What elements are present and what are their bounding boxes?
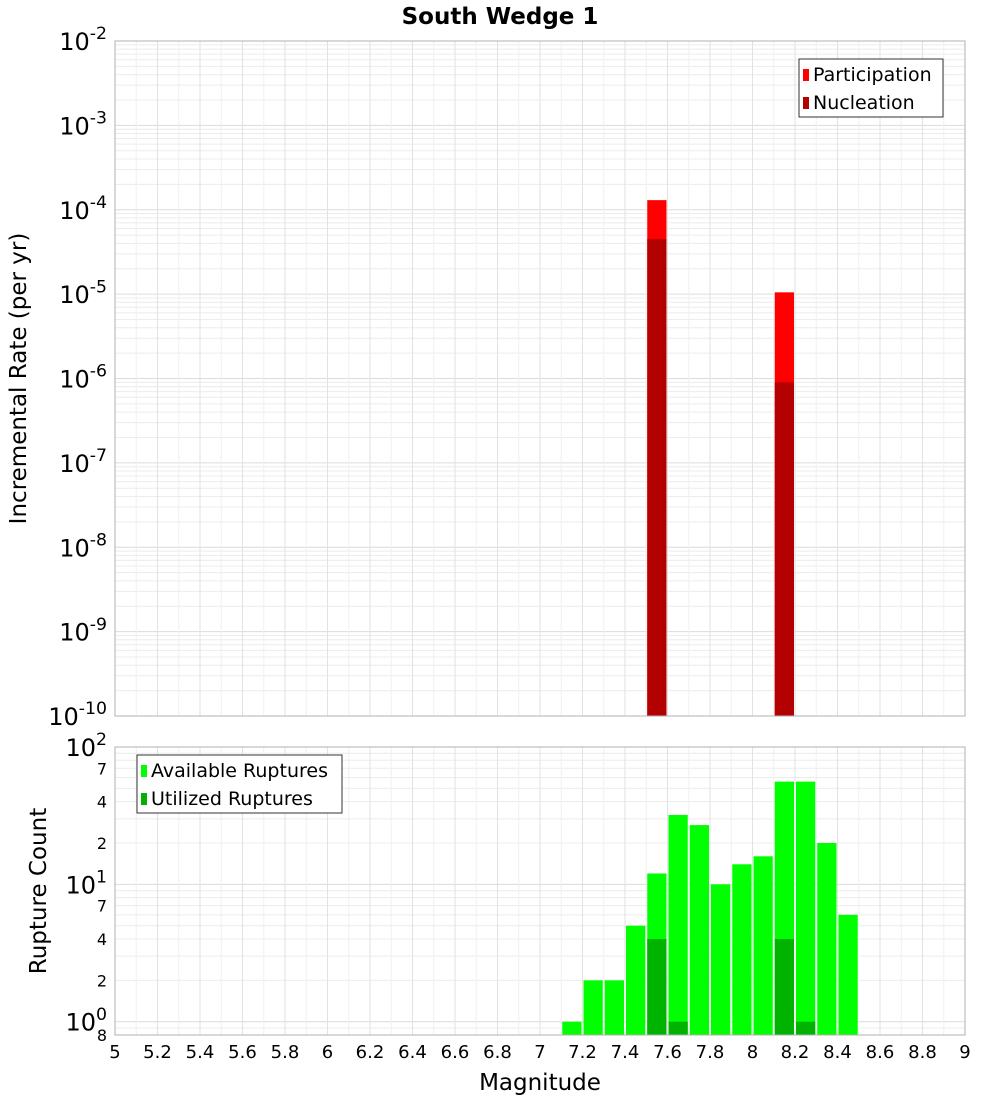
bar bbox=[796, 781, 816, 1035]
bar bbox=[838, 914, 858, 1035]
y-tick-label: 10-7 bbox=[59, 446, 107, 478]
bar bbox=[562, 1021, 582, 1035]
y-tick-label: 4 bbox=[97, 793, 107, 812]
x-tick-label: 6.2 bbox=[356, 1042, 385, 1063]
y-tick-label: 7 bbox=[97, 897, 107, 916]
y-tick-label: 10-8 bbox=[59, 530, 107, 562]
y-tick-label: 7 bbox=[97, 759, 107, 778]
bar bbox=[647, 939, 667, 1035]
x-tick-label: 5.4 bbox=[186, 1042, 215, 1063]
legend: Available Ruptures Utilized Ruptures bbox=[136, 754, 343, 814]
y-tick-label: 100 bbox=[65, 1005, 107, 1037]
bar bbox=[626, 925, 646, 1035]
x-tick-label: 7.4 bbox=[611, 1042, 640, 1063]
y-tick-label: 10-3 bbox=[59, 109, 107, 141]
x-tick-label: 7.6 bbox=[653, 1042, 682, 1063]
legend-entry: Participation bbox=[813, 64, 932, 86]
y-tick-label: 4 bbox=[97, 930, 107, 949]
x-axis-label: Magnitude bbox=[479, 1070, 601, 1096]
x-tick-label: 5 bbox=[109, 1042, 120, 1063]
legend-swatch bbox=[803, 69, 809, 81]
y-axis-label: Incremental Rate (per yr) bbox=[6, 233, 32, 525]
x-tick-label: 7.8 bbox=[696, 1042, 725, 1063]
plot-frame bbox=[114, 746, 966, 1036]
y-tick-label: 101 bbox=[65, 868, 107, 900]
chart-title: South Wedge 1 bbox=[402, 4, 599, 30]
bar bbox=[774, 939, 794, 1035]
legend-entry: Nucleation bbox=[813, 92, 915, 114]
plot-area-2 bbox=[114, 746, 966, 1036]
bar bbox=[583, 980, 603, 1035]
x-tick-label: 6.4 bbox=[398, 1042, 427, 1063]
bar bbox=[604, 980, 624, 1035]
bar bbox=[647, 239, 667, 716]
plot-area-1 bbox=[114, 40, 966, 717]
x-tick-label: 5.2 bbox=[143, 1042, 172, 1063]
y-tick-label: 10-10 bbox=[48, 699, 107, 731]
x-tick-label: 8.6 bbox=[866, 1042, 895, 1063]
legend-swatch bbox=[141, 765, 147, 777]
plot-frame bbox=[114, 40, 966, 717]
y-tick-label: 102 bbox=[65, 730, 107, 762]
bar bbox=[732, 864, 752, 1035]
bar bbox=[668, 814, 688, 1035]
x-tick-label: 9 bbox=[959, 1042, 970, 1063]
y-tick-label: 2 bbox=[97, 834, 107, 853]
legend-entry: Utilized Ruptures bbox=[151, 788, 313, 810]
bar bbox=[689, 825, 709, 1035]
x-tick-label: 6 bbox=[322, 1042, 333, 1063]
y-tick-label: 10-4 bbox=[59, 193, 107, 225]
bar bbox=[711, 884, 731, 1035]
x-tick-label: 7.2 bbox=[568, 1042, 597, 1063]
y-tick-label: 8 bbox=[97, 1026, 107, 1045]
x-tick-label: 8.4 bbox=[823, 1042, 852, 1063]
x-tick-label: 8 bbox=[747, 1042, 758, 1063]
legend-swatch bbox=[803, 97, 809, 109]
bar bbox=[817, 843, 837, 1035]
y-axis-label: Rupture Count bbox=[26, 808, 52, 974]
y-tick-label: 10-6 bbox=[59, 362, 107, 394]
x-tick-label: 6.6 bbox=[441, 1042, 470, 1063]
y-tick-label: 10-5 bbox=[59, 277, 107, 309]
legend-box bbox=[798, 58, 944, 118]
x-tick-label: 8.8 bbox=[908, 1042, 937, 1063]
x-tick-label: 7 bbox=[534, 1042, 545, 1063]
bar bbox=[796, 1021, 816, 1035]
x-tick-label: 5.6 bbox=[228, 1042, 257, 1063]
bar bbox=[774, 382, 794, 716]
y-tick-label: 2 bbox=[97, 971, 107, 990]
legend-entry: Available Ruptures bbox=[151, 760, 328, 782]
legend-swatch bbox=[141, 793, 147, 805]
x-tick-label: 8.2 bbox=[781, 1042, 810, 1063]
x-tick-label: 6.8 bbox=[483, 1042, 512, 1063]
x-tick-label: 5.8 bbox=[271, 1042, 300, 1063]
y-tick-label: 10-2 bbox=[59, 24, 107, 56]
legend-box bbox=[136, 754, 343, 814]
bar bbox=[668, 1021, 688, 1035]
y-tick-label: 10-9 bbox=[59, 615, 107, 647]
legend: Participation Nucleation bbox=[798, 58, 944, 118]
bar bbox=[753, 856, 773, 1035]
